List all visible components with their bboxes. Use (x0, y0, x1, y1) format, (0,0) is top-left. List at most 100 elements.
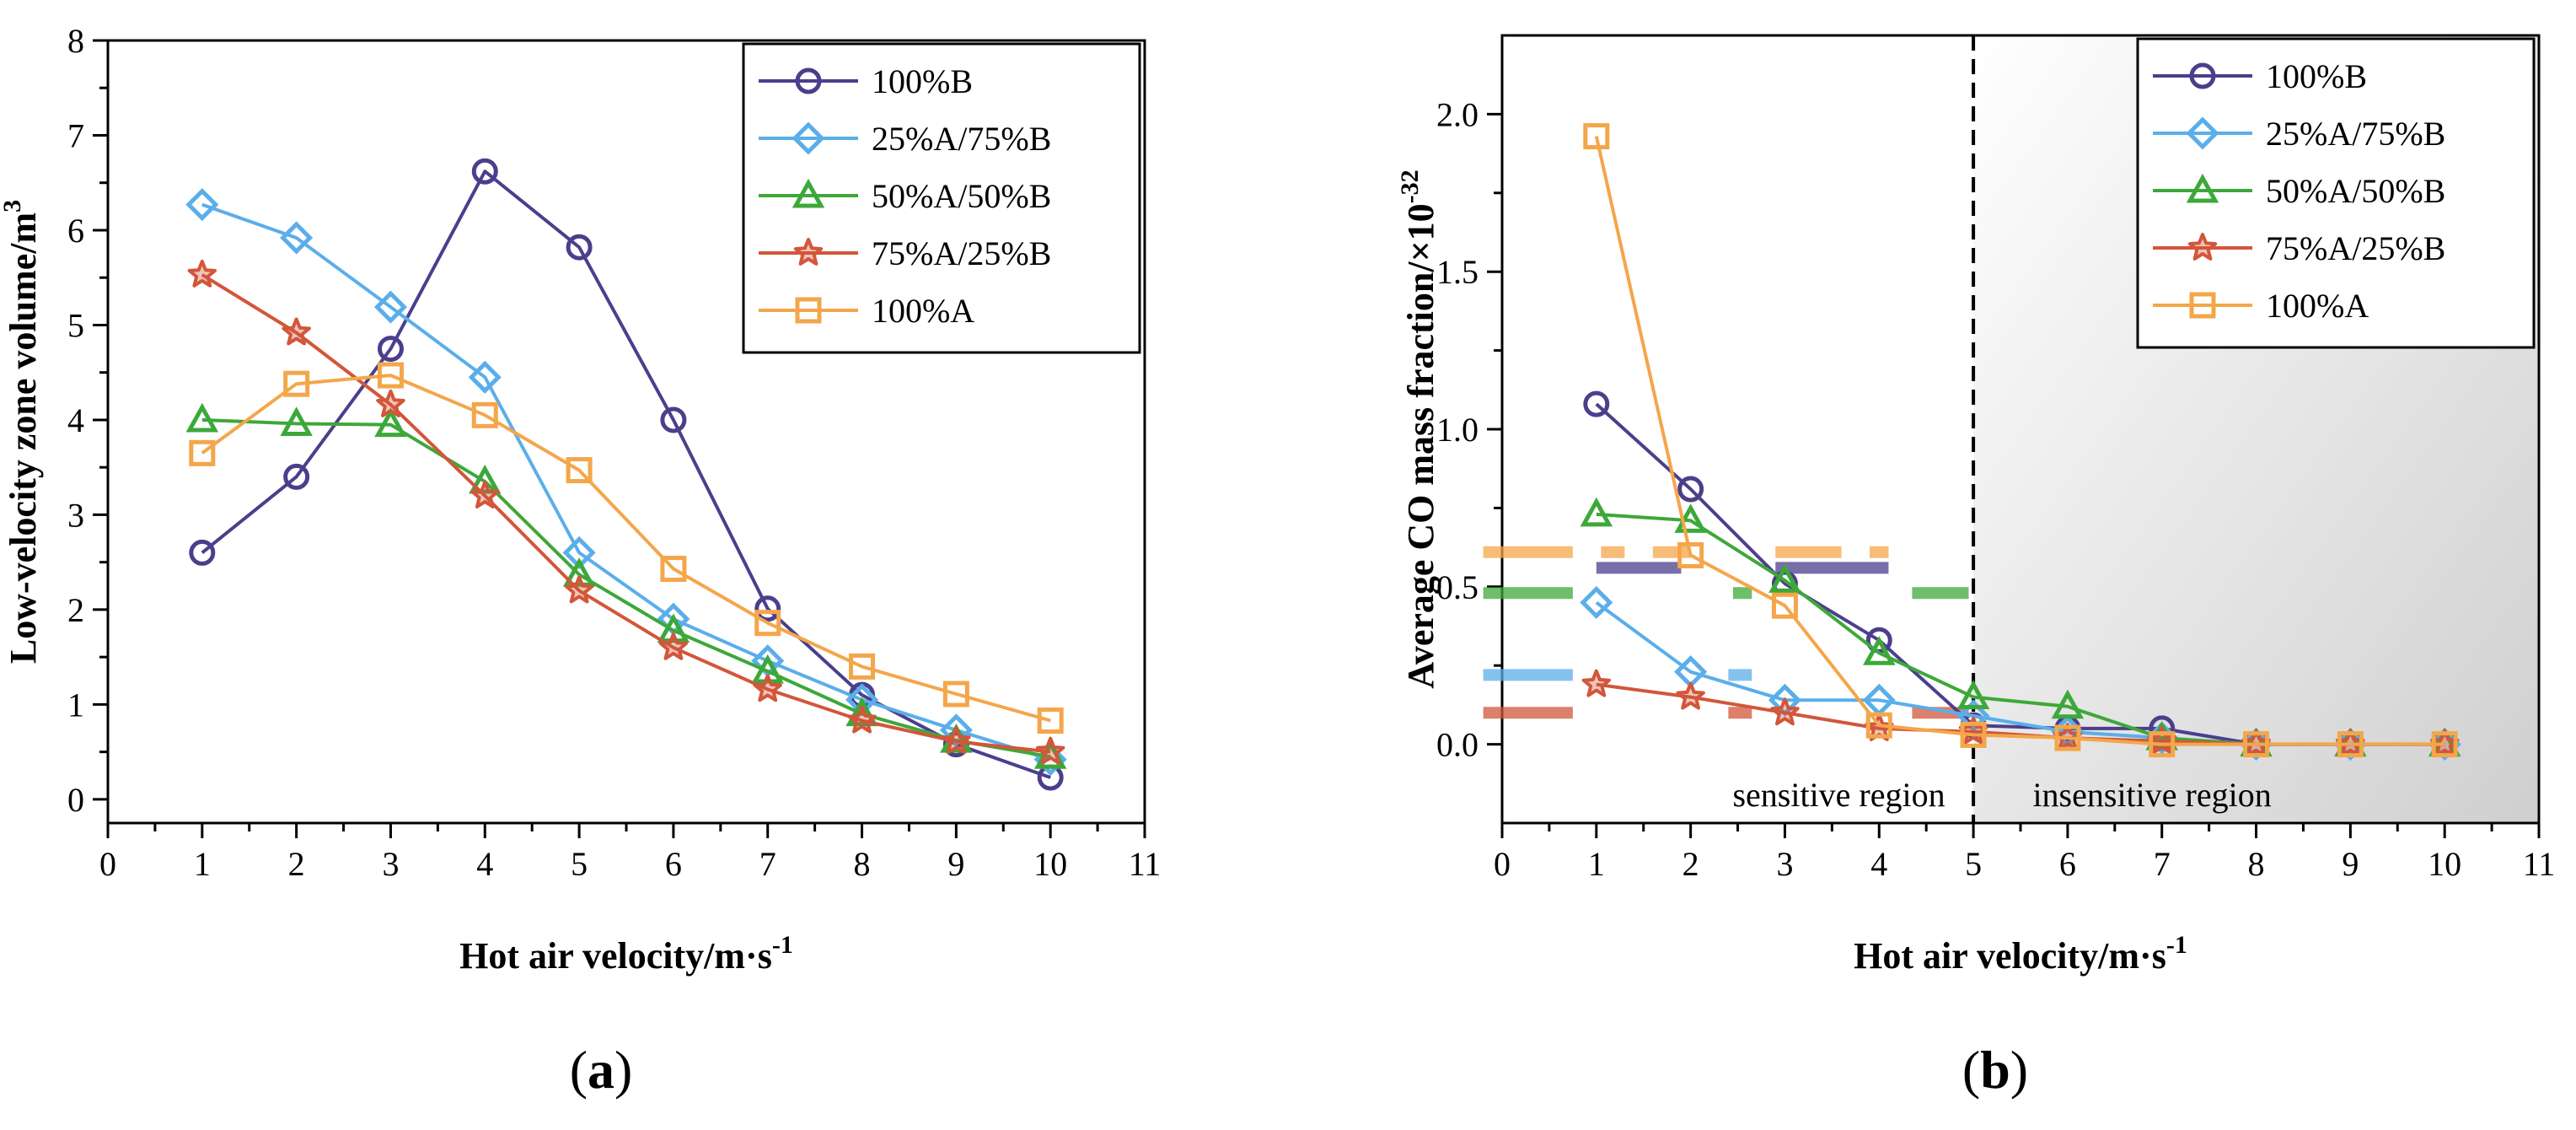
y-tick-label: 0.0 (1436, 726, 1479, 764)
legend-label-75-a-25-b: 75%A/25%B (2266, 229, 2445, 267)
x-tick-label: 1 (1588, 845, 1605, 883)
series-75-a-25-b (187, 259, 1065, 765)
y-tick-label: 0 (67, 781, 84, 819)
data-point-100-a (1771, 592, 1798, 619)
data-point-75-a-25-b (658, 632, 689, 660)
x-tick-label: 8 (854, 845, 871, 883)
data-point-75-a-25-b (942, 726, 971, 755)
data-point-100-a (471, 401, 498, 428)
data-point-25-a-75-b (185, 188, 219, 222)
x-tick-label: 4 (476, 845, 493, 883)
data-point-50-a-50-b (1674, 503, 1707, 533)
x-tick-label: 2 (288, 845, 305, 883)
x-tick-label: 8 (2248, 845, 2265, 883)
data-point-75-a-25-b (376, 389, 405, 417)
data-point-50-a-50-b (469, 464, 502, 494)
legend: 100%B 25%A/75%B 50%A/50%B 75%A/25%B 100%A (2136, 37, 2536, 349)
data-point-50-a-50-b (1956, 680, 1990, 710)
data-point-75-a-25-b (1581, 669, 1611, 697)
legend-label-75-a-25-b: 75%A/25%B (872, 234, 1051, 272)
series-line-100-b (201, 170, 1051, 779)
x-tick-label: 5 (1965, 845, 1982, 883)
insensitive-region-label: insensitive region (2032, 776, 2271, 814)
data-point-100-a (2054, 724, 2081, 751)
series-100-b (189, 158, 1064, 791)
x-tick-label: 3 (382, 845, 399, 883)
y-tick-label: 5 (67, 306, 84, 344)
x-tick-label: 2 (1682, 845, 1699, 883)
data-point-25-a-75-b (373, 290, 407, 324)
data-point-75-a-25-b (1036, 736, 1065, 765)
legend-label-25-a-75-b: 25%A/75%B (872, 120, 1051, 158)
data-point-100-a (566, 457, 593, 484)
legend-marker-100-a (2189, 292, 2216, 319)
x-tick-label: 5 (571, 845, 588, 883)
data-point-25-a-75-b (1580, 585, 1613, 620)
y-tick-label: 1 (67, 686, 84, 724)
legend-marker-25-a-75-b (2186, 116, 2219, 150)
data-point-50-a-50-b (2051, 689, 2085, 719)
data-point-100-b (283, 463, 310, 490)
legend: 100%B 25%A/75%B 50%A/50%B 75%A/25%B 100%A (742, 42, 1141, 354)
legend-label-50-a-50-b: 50%A/50%B (2266, 172, 2445, 210)
data-point-25-a-75-b (939, 713, 973, 747)
y-tick-label: 7 (67, 116, 84, 154)
series-100-a (1583, 123, 2458, 758)
y-axis-title: Low-velocity zone volume/m3 (0, 200, 44, 664)
y-tick-label: 1.0 (1436, 411, 1479, 449)
series-line-75-a-25-b (201, 273, 1051, 754)
data-point-25-a-75-b (280, 221, 314, 255)
data-point-100-b (566, 234, 593, 261)
data-point-25-a-75-b (1956, 699, 1990, 733)
data-point-100-a (2337, 731, 2364, 758)
data-point-75-a-25-b (753, 674, 782, 702)
data-point-100-a (1677, 541, 1704, 568)
y-axis-title: Average CO mass fraction/×10-32 (1396, 170, 1441, 688)
legend-marker-100-b (2189, 62, 2216, 89)
data-point-100-b (660, 406, 687, 433)
data-point-100-a (942, 681, 969, 708)
legend-label-100-a: 100%A (2266, 287, 2369, 325)
series-line-25-a-75-b (201, 202, 1051, 761)
data-point-50-a-50-b (185, 402, 219, 433)
data-point-50-a-50-b (751, 654, 784, 684)
data-point-75-a-25-b (1676, 681, 1705, 710)
data-point-100-a (1865, 712, 1892, 739)
legend-marker-50-a-50-b (2186, 173, 2219, 203)
data-point-100-a (2431, 731, 2458, 758)
x-tick-label: 10 (1033, 845, 1067, 883)
data-point-75-a-25-b (470, 480, 500, 508)
legend-marker-25-a-75-b (792, 121, 825, 155)
data-point-100-a (1037, 708, 1064, 734)
data-point-75-a-25-b (1770, 697, 1800, 726)
data-point-100-a (849, 653, 876, 680)
legend-marker-100-b (795, 67, 822, 94)
data-point-100-b (377, 336, 404, 363)
data-point-50-a-50-b (374, 407, 407, 438)
x-axis-title: Hot air velocity/m·s-1 (1854, 931, 2187, 977)
sensitive-region-label: sensitive region (1732, 776, 1945, 814)
data-point-100-a (754, 610, 781, 637)
y-tick-label: 2.0 (1436, 95, 1479, 133)
x-tick-label: 6 (2059, 845, 2076, 883)
x-tick-label: 11 (2523, 845, 2556, 883)
data-point-75-a-25-b (847, 705, 877, 734)
data-point-100-b (1677, 476, 1704, 503)
y-tick-label: 3 (67, 496, 84, 534)
x-tick-label: 4 (1870, 845, 1887, 883)
legend-label-100-b: 100%B (872, 62, 973, 100)
x-tick-label: 0 (1494, 845, 1511, 883)
data-point-100-a (2149, 731, 2176, 758)
x-tick-label: 6 (665, 845, 682, 883)
panel-label-a: (a) (570, 1040, 633, 1100)
x-tick-label: 7 (2154, 845, 2171, 883)
y-tick-label: 0.5 (1436, 568, 1479, 606)
x-tick-label: 1 (194, 845, 211, 883)
data-point-50-a-50-b (1863, 636, 1896, 665)
data-point-100-b (754, 595, 781, 622)
legend-marker-75-a-25-b (2187, 233, 2218, 261)
data-point-25-a-75-b (468, 360, 502, 394)
series-line-100-a (1594, 136, 2445, 746)
